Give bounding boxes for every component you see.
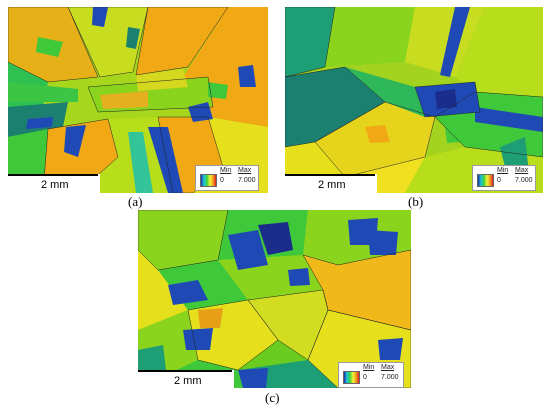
color-legend-b: Min 0 Max 7.000 — [472, 165, 536, 191]
legend-min-label: Min — [363, 364, 375, 371]
ebsd-map-c — [138, 210, 411, 388]
legend-max-value: 7.000 — [381, 374, 399, 381]
ebsd-map-b — [285, 7, 543, 193]
color-legend-c: Min 0 Max 7.000 — [338, 362, 404, 388]
legend-max-value: 7.000 — [515, 177, 533, 184]
legend-min-label: Min — [497, 167, 509, 174]
legend-min-value: 0 — [363, 374, 367, 381]
scale-bar-line — [138, 370, 232, 372]
scale-bar-a: 2 mm — [8, 174, 100, 193]
legend-max-value: 7.000 — [238, 177, 256, 184]
legend-max-label: Max — [381, 364, 395, 371]
panel-a: 2 mm Min 0 Max 7.000 — [8, 7, 268, 193]
scale-bar-b: 2 mm — [285, 174, 377, 193]
color-legend-a: Min 0 Max 7.000 — [195, 165, 259, 191]
scale-bar-label: 2 mm — [318, 179, 346, 191]
scale-bar-label: 2 mm — [41, 179, 69, 191]
caption-b: (b) — [408, 194, 424, 209]
legend-min-value: 0 — [497, 177, 501, 184]
color-gradient — [343, 371, 360, 384]
color-gradient — [477, 174, 494, 187]
caption-a: (a) — [128, 194, 143, 209]
scale-bar-c: 2 mm — [138, 370, 234, 388]
scale-bar-line — [285, 174, 375, 176]
color-gradient — [200, 174, 217, 187]
panel-b: 2 mm Min 0 Max 7.000 — [285, 7, 543, 193]
legend-max-label: Max — [238, 167, 252, 174]
legend-min-label: Min — [220, 167, 232, 174]
panel-c: 2 mm Min 0 Max 7.000 — [138, 210, 411, 388]
legend-min-value: 0 — [220, 177, 224, 184]
caption-c: (c) — [265, 390, 280, 405]
legend-max-label: Max — [515, 167, 529, 174]
scale-bar-label: 2 mm — [174, 375, 202, 387]
scale-bar-line — [8, 174, 98, 176]
